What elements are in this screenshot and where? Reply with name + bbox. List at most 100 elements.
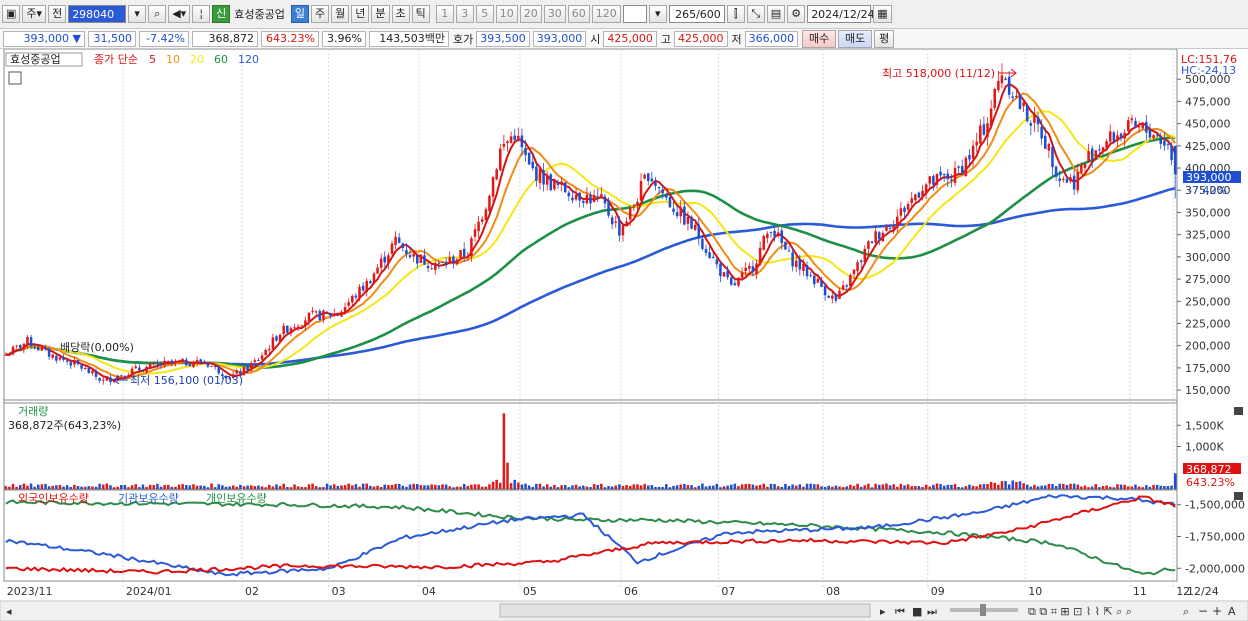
period-tab-1[interactable]: 주 (311, 5, 330, 23)
chevron-down-icon[interactable]: ▾ (128, 5, 147, 23)
candle (733, 279, 737, 286)
candle-body (571, 197, 574, 201)
close-panel-icon[interactable] (1234, 407, 1243, 415)
candle-body (646, 173, 650, 181)
candle (834, 293, 838, 304)
candle-body (268, 348, 271, 351)
current-price-tag-text: 393,000 (1186, 171, 1232, 184)
candle (794, 254, 798, 272)
interval-tab-120[interactable]: 120 (591, 5, 621, 23)
candle-body (935, 174, 939, 185)
candle-body (661, 189, 664, 194)
interval-tab-60[interactable]: 60 (567, 5, 590, 23)
candle-icon[interactable]: ⫿ (726, 5, 745, 23)
candle (462, 242, 466, 262)
crosshair-icon[interactable]: ⤡ (746, 5, 765, 23)
chevron-down-icon[interactable]: ▾ (648, 5, 667, 23)
candle (892, 220, 895, 234)
scroll-thumb[interactable] (499, 603, 871, 618)
gear-icon[interactable]: ⚙ (787, 5, 806, 23)
candle (480, 215, 484, 225)
volume-bar (177, 484, 181, 489)
interval-tab-10[interactable]: 10 (495, 5, 518, 23)
period-tab-4[interactable]: 분 (371, 5, 390, 23)
scroll-left-icon[interactable]: ◂ (6, 605, 12, 618)
auto-scale-icon[interactable]: A (1228, 605, 1236, 618)
candle (163, 356, 166, 368)
candle (1062, 176, 1065, 183)
minus-icon[interactable]: − (1198, 604, 1208, 618)
rewind-icon[interactable]: ⏮ (895, 605, 905, 618)
price-panel[interactable] (4, 63, 1177, 386)
buy-button[interactable]: 매수 (802, 29, 837, 48)
stop-icon[interactable]: ■ (912, 605, 922, 618)
candle (325, 310, 329, 314)
period-tab-0[interactable]: 일 (290, 5, 310, 23)
period-tab-2[interactable]: 월 (331, 5, 350, 23)
search-icon[interactable]: ⌕ (148, 5, 167, 23)
tool-icons[interactable]: ⧉ ⧉ ⌗ ⊞ ⊡ ⌇ ⌇ ⇱ ⌕ ⌕ (1028, 605, 1132, 618)
candle (1029, 120, 1033, 136)
candle-body (336, 315, 340, 317)
eval-button[interactable]: 평 (874, 29, 895, 48)
interval-tab-20[interactable]: 20 (519, 5, 542, 23)
candle (719, 260, 722, 283)
interval-tab-5[interactable]: 5 (475, 5, 494, 23)
candle (477, 215, 480, 239)
candle-body (296, 326, 300, 329)
date-input[interactable]: 2024/12/24 (807, 5, 875, 23)
candle-body (358, 286, 361, 300)
candle-body (8, 354, 11, 356)
forward-icon[interactable]: ⏭ (927, 605, 937, 618)
volume-bar (686, 485, 690, 489)
y-tick-label: 325,000 (1185, 229, 1231, 242)
stock-code-input[interactable]: 298040 (68, 5, 127, 23)
candle-body (462, 248, 466, 257)
volume-bar (831, 486, 834, 489)
candle-body (15, 345, 18, 347)
close-panel-icon[interactable] (1234, 492, 1243, 500)
window-icon[interactable]: ▣ (2, 5, 21, 23)
save-icon[interactable]: ▤ (766, 5, 786, 23)
period-tab-3[interactable]: 년 (351, 5, 370, 23)
y-tick-label: 300,000 (1185, 251, 1231, 264)
sell-button[interactable]: 매도 (838, 29, 873, 48)
period-tab-6[interactable]: 틱 (411, 5, 430, 23)
table-toggle-icon[interactable] (8, 71, 22, 85)
zoom-slider-handle[interactable] (980, 604, 986, 616)
market-select[interactable]: 주 ▾ (22, 5, 47, 23)
candle (40, 346, 44, 351)
volume-bar (394, 483, 397, 489)
interval-tab-3[interactable]: 3 (455, 5, 474, 23)
volume-bar (805, 483, 809, 489)
candle (358, 283, 361, 302)
candle-body (325, 311, 329, 313)
interval-custom-input[interactable] (622, 5, 647, 23)
bottom-scrollbar[interactable]: ◂ ▸ ⏮ ■ ⏭ ⧉ ⧉ ⌗ ⊞ ⊡ ⌇ ⌇ ⇱ ⌕ ⌕ ⌕ − + A (0, 600, 1248, 621)
scroll-right-icon[interactable]: ▸ (880, 605, 886, 618)
volume-bar (253, 486, 257, 489)
zoom-out-icon[interactable]: ⌕ (1183, 605, 1189, 618)
period-tab-5[interactable]: 초 (391, 5, 410, 23)
candle (1145, 114, 1148, 141)
scope-select[interactable]: 전 (48, 5, 67, 23)
calendar-icon[interactable]: ▦ (873, 5, 892, 23)
plus-icon[interactable]: + (1212, 604, 1222, 618)
candle-body (556, 182, 560, 186)
candle-body (668, 197, 672, 208)
volume-panel[interactable] (4, 413, 1177, 489)
interval-tab-1[interactable]: 1 (435, 5, 454, 23)
speaker-icon[interactable]: ◀▾ (168, 5, 191, 23)
candle (654, 177, 657, 191)
holding-panel[interactable] (5, 494, 1176, 577)
count-input[interactable]: 265/600 (668, 5, 725, 23)
volume-bar (80, 486, 83, 489)
high-label: 고 (660, 32, 671, 46)
chart-area[interactable]: 150,000 175,000 200,000 225,000 250,000 275,0… (0, 49, 1248, 621)
volume-bar (935, 483, 939, 489)
candle (668, 195, 672, 208)
volume-bar (542, 486, 545, 489)
interval-tab-30[interactable]: 30 (543, 5, 566, 23)
candle (318, 309, 322, 322)
candle-body (643, 174, 646, 179)
